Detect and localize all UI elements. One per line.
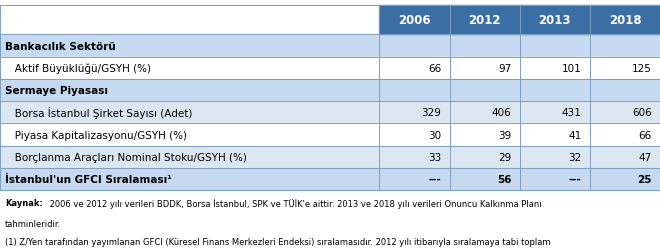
Text: 41: 41 <box>568 130 581 140</box>
Text: 47: 47 <box>638 152 651 162</box>
Text: 329: 329 <box>421 108 441 118</box>
Text: 2006 ve 2012 yılı verileri BDDK, Borsa İstanbul, SPK ve TÜİK'e aittir. 2013 ve 2: 2006 ve 2012 yılı verileri BDDK, Borsa İ… <box>47 198 541 208</box>
Text: Borsa İstanbul Şirket Sayısı (Adet): Borsa İstanbul Şirket Sayısı (Adet) <box>5 107 193 119</box>
Text: 431: 431 <box>562 108 581 118</box>
Text: 39: 39 <box>498 130 512 140</box>
Bar <box>0 146 660 168</box>
Text: 125: 125 <box>632 64 651 74</box>
Text: Sermaye Piyasası: Sermaye Piyasası <box>5 86 108 96</box>
Text: 56: 56 <box>497 174 512 184</box>
Bar <box>0 168 660 191</box>
Text: ---: --- <box>569 174 581 184</box>
Text: Bankacılık Sektörü: Bankacılık Sektörü <box>5 41 116 51</box>
Bar <box>0 57 660 80</box>
Text: 29: 29 <box>498 152 512 162</box>
Text: 97: 97 <box>498 64 512 74</box>
Text: 32: 32 <box>568 152 581 162</box>
Bar <box>379 6 660 35</box>
Bar <box>0 102 660 124</box>
Bar <box>0 124 660 146</box>
Text: Borçlanma Araçları Nominal Stoku/GSYH (%): Borçlanma Araçları Nominal Stoku/GSYH (%… <box>5 152 247 162</box>
Text: 606: 606 <box>632 108 651 118</box>
Text: 66: 66 <box>638 130 651 140</box>
Text: 406: 406 <box>492 108 512 118</box>
Text: 2018: 2018 <box>609 14 642 27</box>
Text: 2006: 2006 <box>398 14 431 27</box>
Text: 33: 33 <box>428 152 441 162</box>
Text: tahminleridir.: tahminleridir. <box>5 219 61 229</box>
Text: 2012: 2012 <box>469 14 501 27</box>
Text: (1) Z/Yen tarafından yayımlanan GFCI (Küresel Finans Merkezleri Endeksi) sıralam: (1) Z/Yen tarafından yayımlanan GFCI (Kü… <box>5 237 551 246</box>
Text: ---: --- <box>428 174 441 184</box>
Text: Aktif Büyüklüğü/GSYH (%): Aktif Büyüklüğü/GSYH (%) <box>5 63 151 74</box>
Text: İstanbul'un GFCI Sıralaması¹: İstanbul'un GFCI Sıralaması¹ <box>5 174 172 184</box>
Text: 25: 25 <box>637 174 651 184</box>
Text: 2013: 2013 <box>539 14 571 27</box>
Text: 101: 101 <box>562 64 581 74</box>
Text: 66: 66 <box>428 64 441 74</box>
Text: 30: 30 <box>428 130 441 140</box>
Bar <box>0 80 660 102</box>
Text: Piyasa Kapitalizasyonu/GSYH (%): Piyasa Kapitalizasyonu/GSYH (%) <box>5 130 187 140</box>
Bar <box>0 35 660 57</box>
Text: Kaynak:: Kaynak: <box>5 198 43 207</box>
